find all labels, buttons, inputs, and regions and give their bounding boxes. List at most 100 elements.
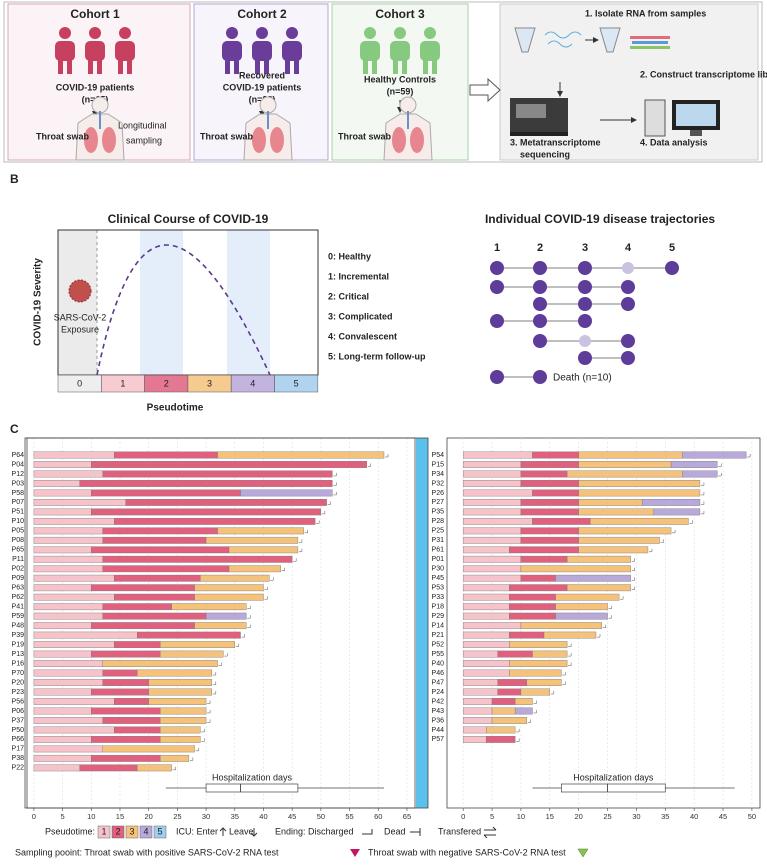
- trajectory-columns: 1 2 3 4 5: [494, 242, 675, 254]
- ending-mark: [718, 472, 722, 477]
- stage-segment: [532, 451, 579, 459]
- legend-symbol: [350, 849, 360, 857]
- ending-mark: [201, 738, 205, 742]
- legend-symbol: [410, 828, 421, 836]
- ending-mark: [298, 548, 303, 553]
- ending-mark: [568, 653, 572, 657]
- legend-swatch: [139, 825, 153, 839]
- stage-segment: [462, 489, 533, 497]
- patient-label: P63: [12, 585, 25, 592]
- stage-segment: [194, 593, 264, 601]
- ending-mark: [516, 728, 520, 733]
- panel-a: A Cohort 1 COVID-19 patients (n=65) Thro…: [3, 1, 767, 163]
- legend-symbol: [362, 829, 373, 835]
- ending-mark: [264, 596, 268, 600]
- legend-label: ICU: Enter: [176, 826, 218, 836]
- stage-segment: [91, 622, 195, 630]
- stage-segment: [114, 593, 195, 601]
- stage-segment: [33, 650, 92, 658]
- patient-label: P32: [432, 480, 445, 487]
- stage-segment: [33, 745, 103, 753]
- ending-mark: [533, 700, 537, 704]
- patient-label: P28: [432, 518, 445, 525]
- patient-label: P48: [12, 622, 25, 629]
- patient-label: P39: [12, 632, 25, 639]
- stage-segment: [102, 603, 172, 611]
- virus-icon: [68, 279, 92, 303]
- patient-label: P36: [432, 717, 445, 724]
- stage-segment: [462, 517, 533, 525]
- stage-segment: [520, 527, 579, 535]
- swab-label: Throat swab: [36, 131, 90, 141]
- region: [140, 230, 183, 375]
- patient-label: P10: [12, 518, 25, 525]
- patient-label: P13: [12, 651, 25, 658]
- stage-segment: [114, 451, 218, 459]
- panel-b: B Clinical Course of COVID-19 SARS-CoV-2…: [10, 172, 715, 413]
- stage-segment: [462, 584, 510, 592]
- stage-segment: [509, 584, 568, 592]
- ending-mark: [631, 586, 635, 590]
- stage-segment: [102, 565, 230, 573]
- ending-mark: [718, 463, 722, 467]
- stage-segment: [497, 650, 533, 658]
- axis-label: Pseudotime: [147, 403, 204, 414]
- ending-mark: [562, 672, 566, 676]
- region: [58, 230, 97, 375]
- stage-segment: [578, 499, 643, 506]
- stage-legend: 0: Healthy 1: Incremental 2: Critical 3: Co…: [328, 251, 426, 361]
- trajectory-nodes: [490, 261, 679, 384]
- patient-label: P58: [12, 490, 25, 497]
- chart-title: Clinical Course of COVID-19: [108, 212, 269, 226]
- x-tick-label: 10: [517, 812, 525, 821]
- patient-label: P66: [12, 736, 25, 743]
- stage-segment: [566, 555, 631, 563]
- stage-segment: [137, 631, 241, 639]
- arrow: [469, 77, 501, 103]
- stage-segment: [33, 622, 92, 630]
- patient-label: P65: [12, 547, 25, 554]
- legend-item: 3: Complicated: [328, 311, 393, 321]
- stage-segment: [91, 650, 161, 658]
- plot-frame: [446, 437, 761, 809]
- stage-segment: [79, 480, 333, 487]
- stage-segment: [491, 717, 527, 724]
- stage-segment: [578, 536, 660, 544]
- icu-strip: [416, 438, 428, 808]
- stage-segment: [125, 499, 327, 506]
- x-tick-label: 25: [173, 812, 181, 821]
- stage-segment: [520, 574, 556, 582]
- patient-label: P12: [12, 471, 25, 478]
- stage-segment: [520, 499, 579, 506]
- x-tick-label: 50: [317, 812, 325, 821]
- x-tick-label: 65: [403, 812, 411, 821]
- stage-segment: [462, 726, 487, 734]
- ending-mark: [568, 643, 572, 647]
- stage-segment: [555, 574, 631, 582]
- ending-mark: [602, 624, 607, 628]
- stage-segment: [543, 631, 597, 639]
- legend-label: Ending: Discharged: [275, 826, 354, 836]
- ending-mark: [212, 672, 217, 676]
- ending-mark: [201, 728, 205, 733]
- ending-mark: [247, 605, 251, 609]
- stage-segment: [114, 726, 161, 734]
- stage-segment: [33, 660, 103, 667]
- stage-segment: [102, 717, 161, 724]
- stage-segment: [102, 679, 149, 686]
- stage-segment: [462, 650, 499, 658]
- stage-segment: [91, 707, 161, 715]
- stage-label: 2: [164, 378, 169, 388]
- stage-segment: [682, 451, 747, 459]
- stage-segment: [33, 546, 92, 554]
- stage-segment: [137, 669, 213, 677]
- legend-swatch-label: 5: [157, 826, 162, 836]
- patient-label: P53: [432, 585, 445, 592]
- workflow-step: sequencing: [520, 149, 570, 159]
- ending-mark: [333, 482, 337, 486]
- patient-label: P40: [432, 660, 445, 667]
- stage-segment: [462, 508, 522, 516]
- stage-segment: [217, 527, 304, 535]
- stage-segment: [462, 717, 493, 724]
